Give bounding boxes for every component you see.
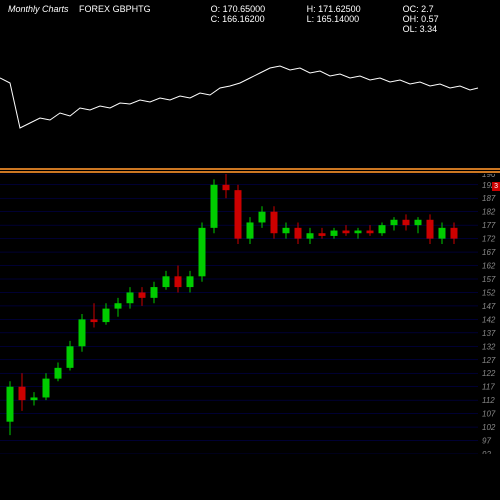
svg-text:107: 107 — [482, 410, 496, 419]
svg-text:132: 132 — [482, 342, 496, 351]
svg-text:172: 172 — [482, 235, 496, 244]
svg-text:152: 152 — [482, 288, 496, 297]
svg-text:182: 182 — [482, 208, 496, 217]
svg-text:137: 137 — [482, 329, 496, 338]
svg-text:167: 167 — [482, 248, 496, 257]
svg-text:196: 196 — [482, 174, 496, 179]
chart-market: FOREX — [79, 4, 110, 14]
chart-header: Monthly Charts FOREX GBPHTG O: 170.65000… — [0, 0, 500, 38]
svg-text:122: 122 — [482, 369, 496, 378]
svg-text:117: 117 — [482, 383, 495, 392]
svg-text:187: 187 — [482, 194, 496, 203]
current-price-tag: 3 — [492, 182, 500, 191]
candlestick-chart-panel: 1961921871821771721671621571521471421371… — [0, 174, 500, 454]
svg-text:112: 112 — [482, 396, 495, 405]
chart-symbol: GBPHTG — [113, 4, 151, 14]
svg-text:162: 162 — [482, 262, 496, 271]
svg-text:177: 177 — [482, 221, 496, 230]
svg-text:102: 102 — [482, 423, 496, 432]
svg-text:97: 97 — [482, 437, 491, 446]
ohlc-stats: O: 170.65000 H: 171.62500 OC: 2.7 C: 166… — [211, 4, 483, 34]
svg-text:142: 142 — [482, 315, 496, 324]
line-chart-panel — [0, 38, 500, 168]
svg-text:157: 157 — [482, 275, 496, 284]
svg-text:147: 147 — [482, 302, 496, 311]
svg-text:92: 92 — [482, 450, 491, 454]
chart-title-left: Monthly Charts — [8, 4, 69, 14]
svg-text:127: 127 — [482, 356, 496, 365]
